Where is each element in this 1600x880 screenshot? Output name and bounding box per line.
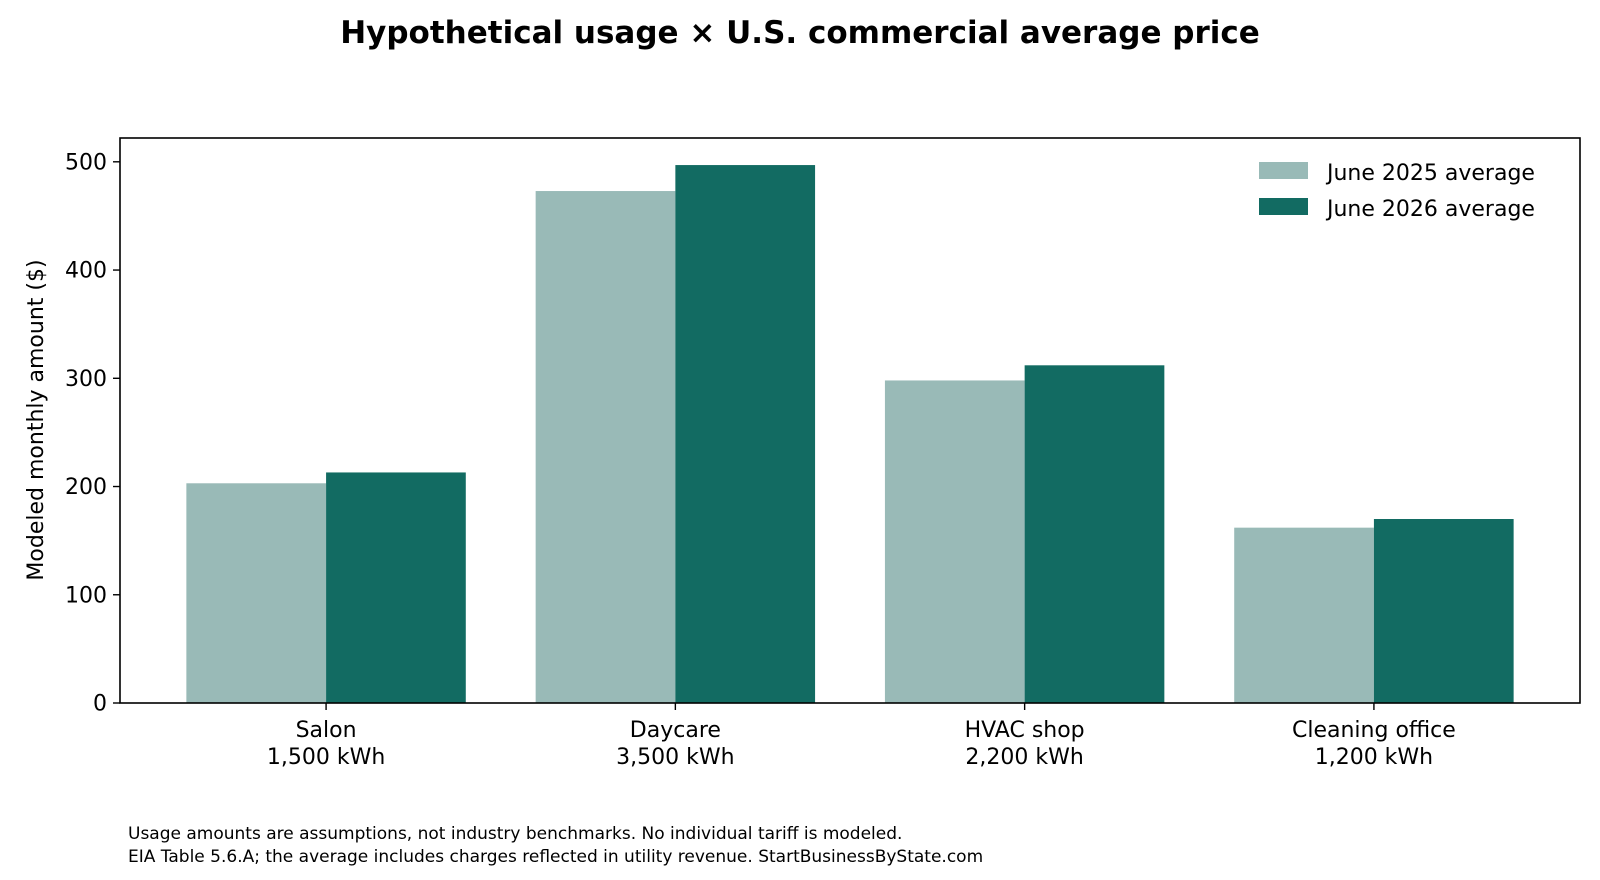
bar-salon-series-1 [186, 483, 327, 703]
bar-cleaning-office-series-2 [1373, 519, 1514, 703]
x-tick-label-category: Salon [296, 718, 357, 743]
legend: June 2025 average June 2026 average [1259, 161, 1535, 222]
plot-area-frame [119, 137, 1581, 704]
x-tick-label-usage: 3,500 kWh [616, 745, 734, 770]
y-axis: 0 100 200 300 400 500 [65, 150, 120, 717]
x-tick-label-category: Daycare [630, 718, 721, 743]
legend-label-series-1: June 2025 average [1325, 161, 1535, 186]
y-tick-label: 200 [65, 475, 107, 500]
y-tick-label: 300 [65, 367, 107, 392]
legend-swatch-series-2 [1259, 198, 1308, 215]
bar-cleaning-office-series-1 [1234, 527, 1374, 703]
legend-swatch-series-1 [1259, 162, 1308, 179]
x-tick-label-category: HVAC shop [965, 718, 1085, 743]
footnote-line-2: EIA Table 5.6.A; the average includes ch… [128, 847, 983, 867]
y-tick-label: 400 [65, 259, 107, 284]
x-tick-label-usage: 1,500 kWh [267, 745, 385, 770]
bar-salon-series-2 [326, 472, 466, 703]
y-tick-label: 500 [65, 150, 107, 175]
bar-hvac-shop-series-2 [1024, 365, 1165, 703]
footnote-line-1: Usage amounts are assumptions, not indus… [128, 824, 902, 844]
x-tick-label-usage: 2,200 kWh [965, 745, 1083, 770]
bar-hvac-shop-series-1 [884, 380, 1025, 703]
y-axis-label: Modeled monthly amount ($) [24, 259, 49, 580]
x-tick-label-usage: 1,200 kWh [1315, 745, 1433, 770]
y-tick-label: 0 [93, 692, 107, 717]
legend-label-series-2: June 2026 average [1325, 197, 1535, 222]
bars-layer [186, 165, 1514, 704]
bar-daycare-series-2 [675, 165, 816, 703]
y-tick-label: 100 [65, 583, 107, 608]
x-tick-label-category: Cleaning office [1292, 718, 1456, 743]
bar-daycare-series-1 [535, 191, 676, 704]
chart-title: Hypothetical usage × U.S. commercial ave… [340, 15, 1260, 51]
